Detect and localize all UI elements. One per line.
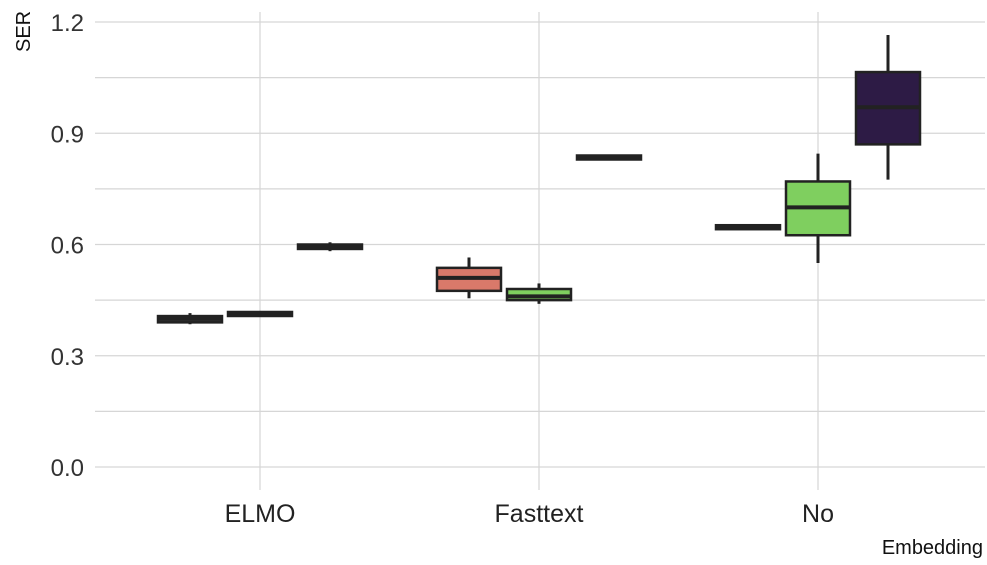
box-elmo-0	[156, 313, 224, 325]
box-fasttext-1	[505, 283, 573, 304]
y-tick-label: 1.2	[51, 10, 84, 37]
box-fasttext-0	[435, 257, 503, 299]
x-tick-label: ELMO	[225, 500, 296, 528]
y-tick-label: 0.9	[51, 121, 84, 148]
box-elmo-2	[296, 242, 364, 252]
boxes	[156, 34, 922, 325]
y-tick-label: 0.6	[51, 233, 84, 260]
box-no-2	[854, 34, 922, 180]
box-no-0	[714, 223, 782, 231]
box-fasttext-2	[575, 154, 643, 161]
y-axis-title: SER	[13, 11, 35, 52]
x-tick-label: Fasttext	[495, 500, 584, 528]
y-tick-label: 0.3	[51, 344, 84, 371]
y-tick-labels: 0.0 0.3 0.6 0.9 1.2	[51, 10, 84, 482]
x-axis-title: Embedding	[882, 537, 983, 559]
y-tick-label: 0.0	[51, 455, 84, 482]
box-no-1	[784, 153, 852, 264]
x-tick-labels: ELMO Fasttext No	[225, 500, 834, 528]
x-tick-label: No	[802, 500, 834, 528]
box-elmo-1	[226, 310, 294, 318]
grid-lines	[95, 12, 985, 490]
